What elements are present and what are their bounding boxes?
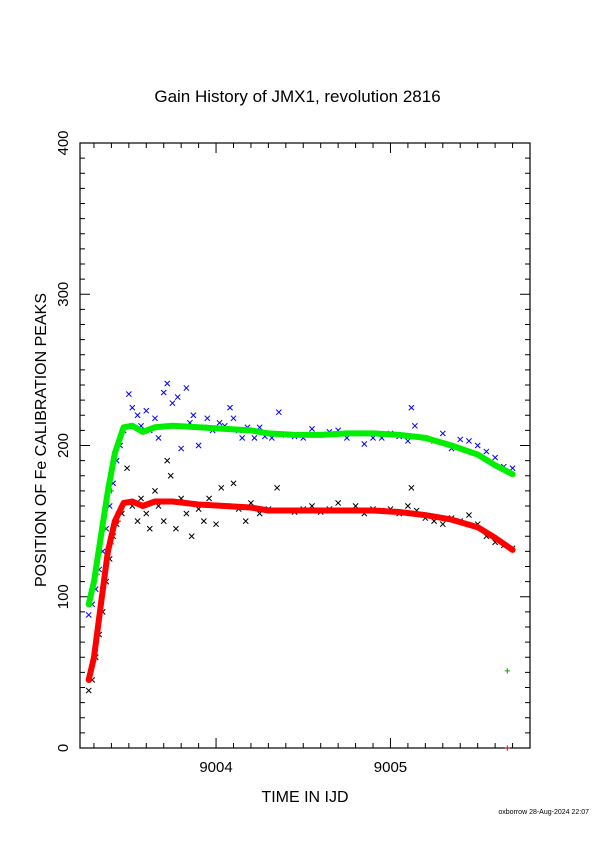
data-point [230,480,237,487]
y-tick-label: 400 [55,130,72,155]
data-point [134,412,141,419]
data-point [160,518,167,525]
data-point [465,512,472,519]
data-point [143,407,150,414]
data-point [152,415,158,422]
data-point [85,687,92,694]
data-point [274,484,281,491]
x-axis-label: TIME IN IJD [261,789,349,806]
data-point [195,442,202,449]
y-axis-label: POSITION OF Fe CALIBRATION PEAKS [33,293,50,587]
data-point [178,445,185,452]
data-point [124,465,131,472]
data-point [183,510,190,517]
data-point [138,495,145,502]
series-line-fit-lower [85,498,516,683]
series-markers [87,442,510,674]
data-point [143,510,150,517]
data-point [457,436,464,443]
data-point [275,409,282,416]
data-point [504,668,510,674]
data-point [309,425,315,432]
data-point [125,391,132,398]
data-point [335,500,342,506]
data-point [164,457,171,464]
data-point [251,434,258,441]
data-point [164,380,171,387]
footer-stamp: oxborrow 28-Aug-2024 22:07 [498,809,589,816]
data-point [169,400,176,407]
data-point [439,521,446,528]
data-point [411,422,418,429]
y-tick-label: 0 [55,744,72,752]
data-point [227,404,233,411]
plot-frame [79,142,531,749]
data-point [483,448,490,455]
y-tick-label: 100 [55,584,72,609]
data-point [200,518,207,525]
data-point [85,611,92,618]
data-point [204,415,211,422]
data-point [172,525,179,532]
x-tick-label: 9004 [199,759,232,776]
data-point [155,434,162,441]
data-point [160,389,167,396]
series-markers [87,518,510,751]
data-point [404,503,411,509]
data-series [85,380,516,751]
data-point [239,434,246,441]
series-line-fit-upper [85,422,516,608]
x-tick-label: 9005 [374,759,407,776]
data-point [146,525,153,532]
data-point [408,484,415,491]
data-point [206,495,213,502]
y-tick-label: 300 [55,282,72,307]
data-point [134,518,141,525]
chart-title: Gain History of JMX1, revolution 2816 [154,87,441,106]
data-point [242,518,249,525]
data-point [439,430,446,437]
data-point [361,441,368,447]
data-point [474,442,481,449]
data-point [504,745,510,751]
data-point [152,487,158,494]
data-point [183,385,190,391]
data-point [167,472,174,479]
data-point [216,419,223,426]
data-point [230,415,237,422]
data-point [492,454,499,461]
axis-ticks: 0 100 200 300 400 9004 9005 [55,130,531,776]
series-markers [85,380,516,618]
data-point [404,438,411,444]
data-point [174,394,181,401]
data-point [190,412,197,419]
y-tick-label: 200 [55,433,72,458]
data-point [188,533,195,540]
series-markers [85,457,516,694]
data-point [129,404,136,411]
data-point [465,438,472,444]
data-point [218,484,225,491]
data-point [213,521,220,528]
data-point [408,404,415,411]
